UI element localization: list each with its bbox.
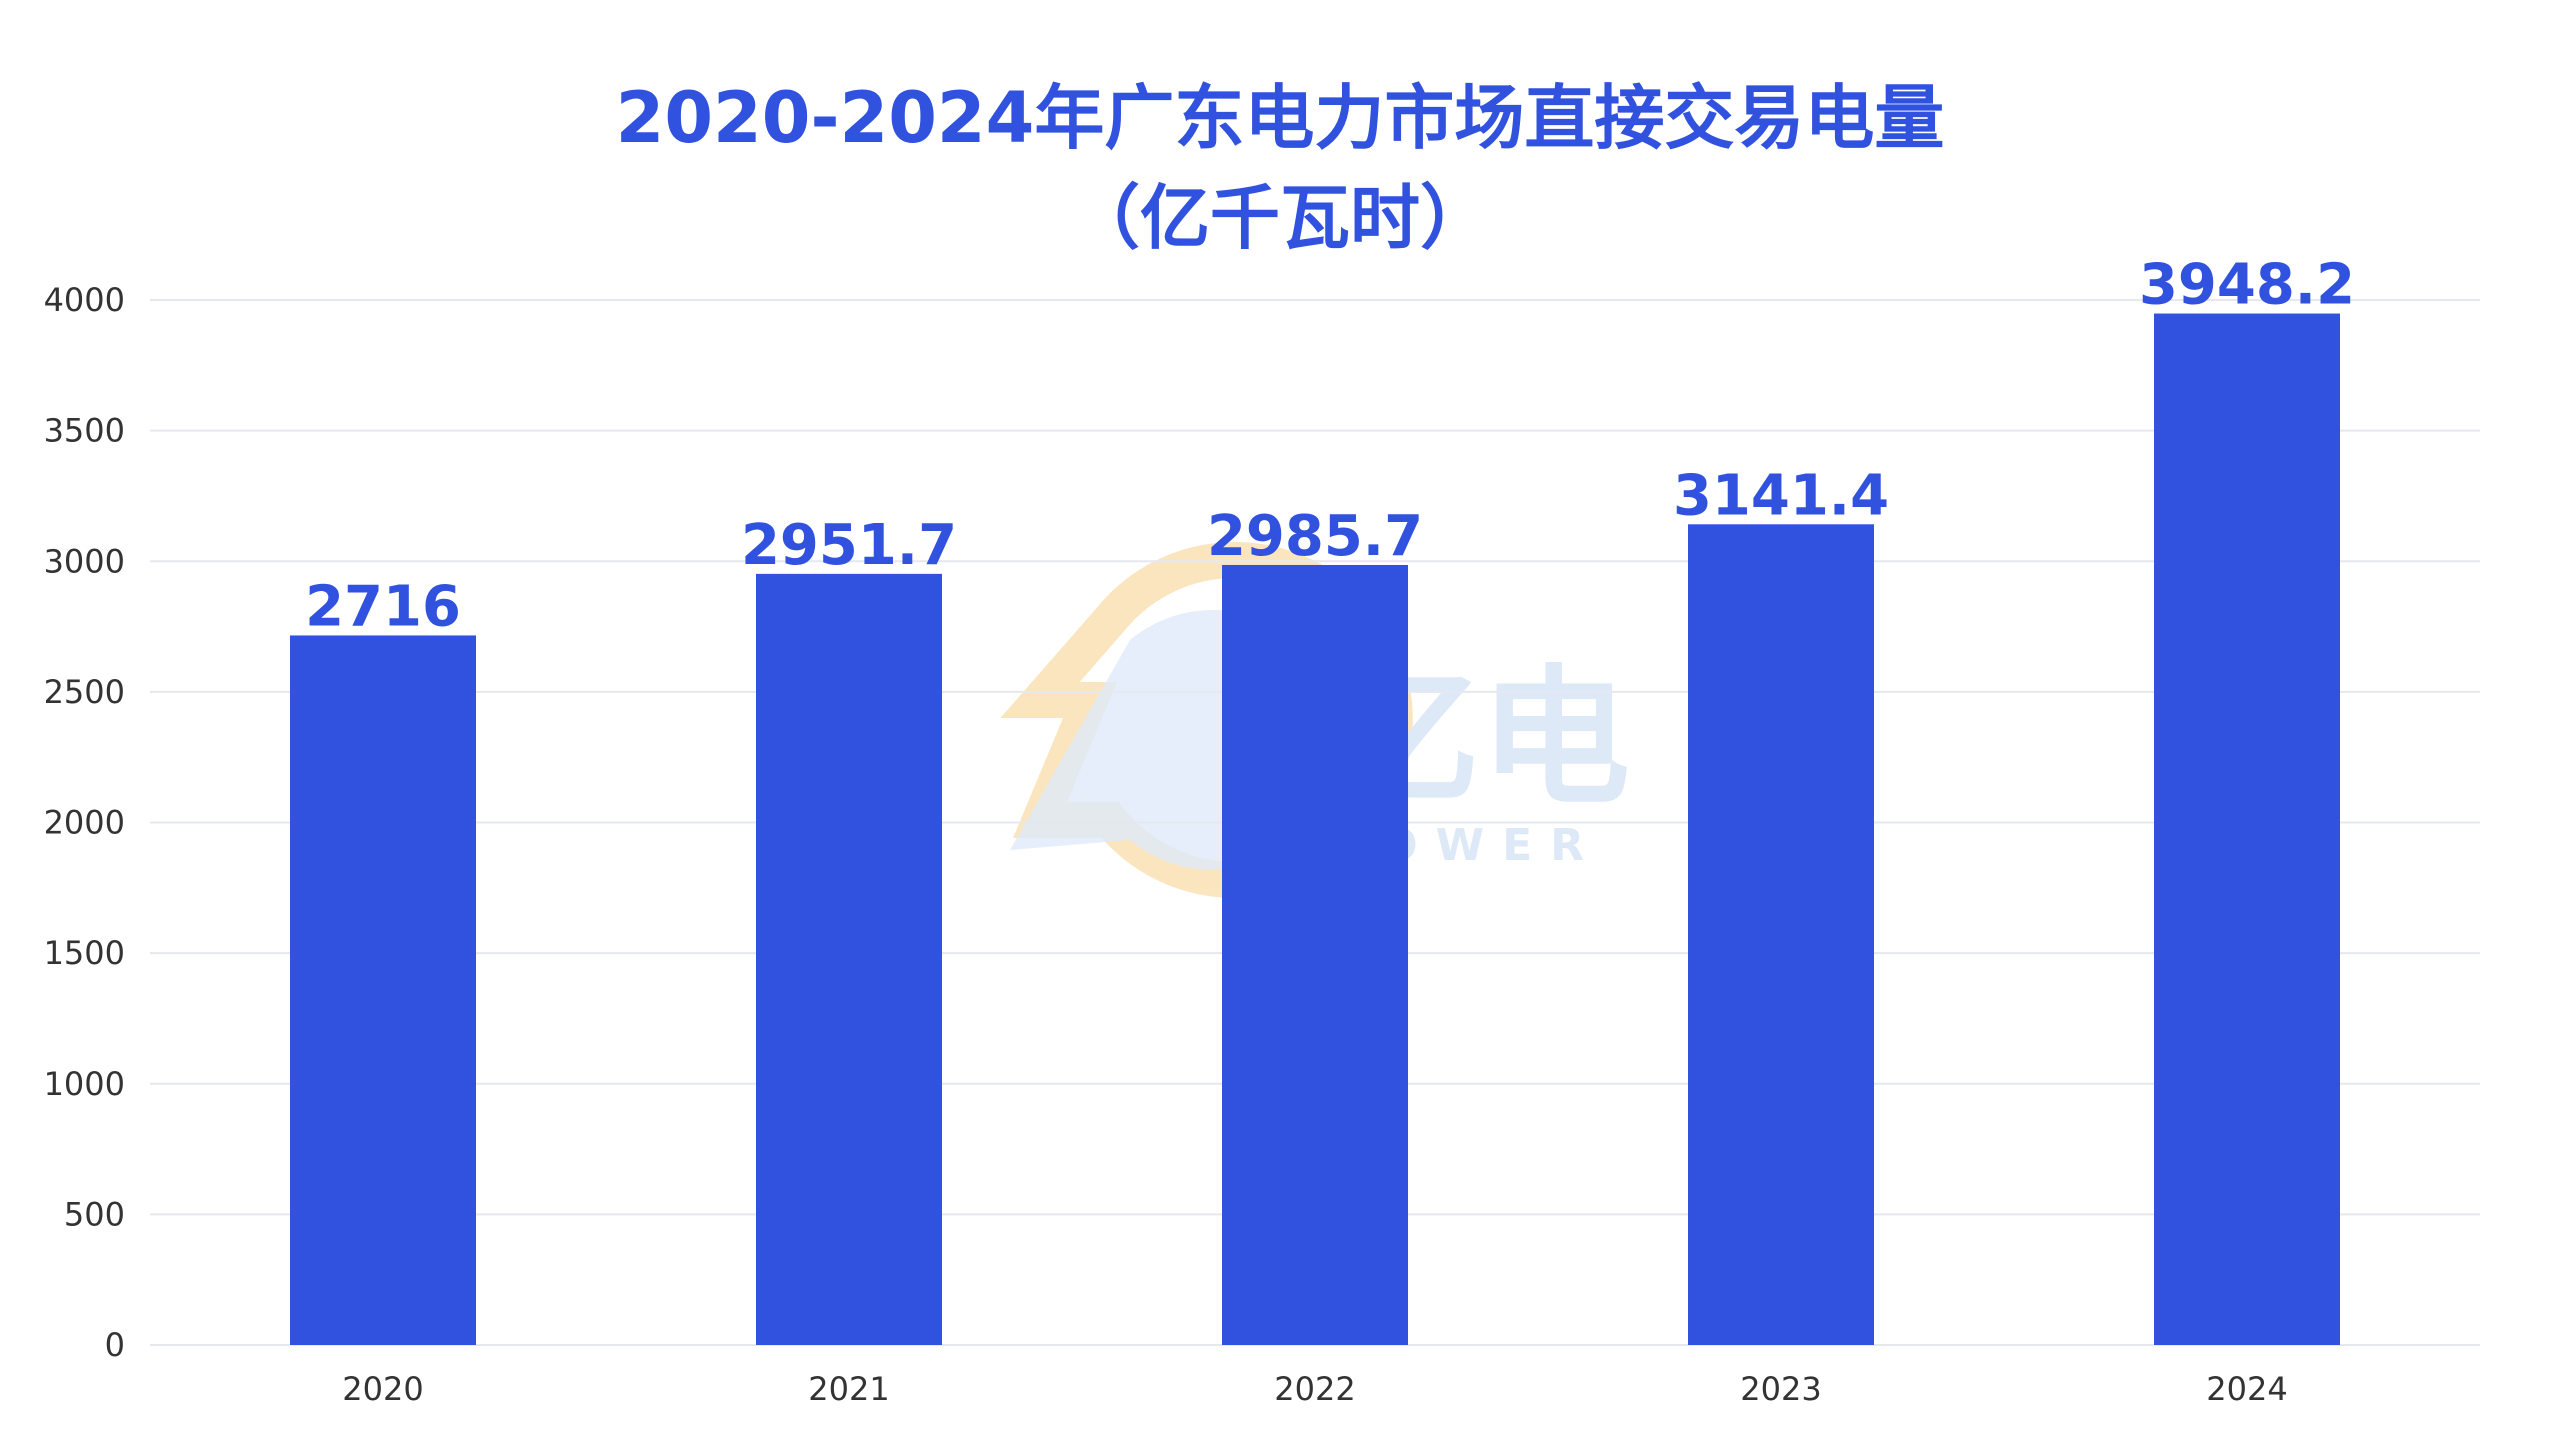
data-label-2021: 2951.7 bbox=[741, 513, 957, 578]
y-tick-label: 4000 bbox=[44, 281, 125, 319]
y-tick-label: 3500 bbox=[44, 412, 125, 450]
bar-2024 bbox=[2154, 313, 2340, 1346]
y-tick-label: 1500 bbox=[44, 934, 125, 972]
y-tick-label: 2500 bbox=[44, 673, 125, 711]
data-label-2022: 2985.7 bbox=[1207, 504, 1423, 569]
chart-title: 2020-2024年广东电力市场直接交易电量 bbox=[615, 77, 1945, 159]
bar-2023 bbox=[1688, 524, 1874, 1345]
data-label-2020: 2716 bbox=[305, 574, 461, 639]
y-tick-label: 0 bbox=[105, 1326, 125, 1364]
bar-2022 bbox=[1222, 564, 1408, 1345]
y-tick-label: 500 bbox=[64, 1195, 125, 1233]
y-tick-label: 2000 bbox=[44, 804, 125, 842]
x-tick-label-2023: 2023 bbox=[1740, 1370, 1821, 1408]
y-tick-label: 1000 bbox=[44, 1065, 125, 1103]
data-label-2023: 3141.4 bbox=[1673, 463, 1889, 528]
x-tick-label-2022: 2022 bbox=[1274, 1370, 1355, 1408]
chart-subtitle: （亿千瓦时） bbox=[1070, 177, 1490, 259]
x-tick-label-2024: 2024 bbox=[2206, 1370, 2287, 1408]
x-tick-label-2020: 2020 bbox=[342, 1370, 423, 1408]
data-label-2024: 3948.2 bbox=[2139, 253, 2355, 318]
x-tick-label-2021: 2021 bbox=[808, 1370, 889, 1408]
y-tick-label: 3000 bbox=[44, 542, 125, 580]
bar-2021 bbox=[756, 573, 942, 1345]
bar-2020 bbox=[290, 635, 476, 1345]
